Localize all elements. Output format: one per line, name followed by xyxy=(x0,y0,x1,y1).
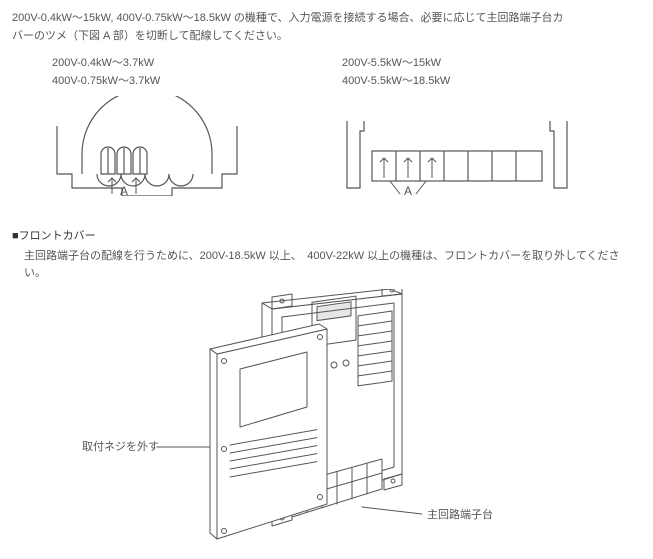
diagram-left-label2: 400V-0.75kW〜3.7kW xyxy=(52,73,242,91)
diagram-left-column: 200V-0.4kW〜3.7kW 400V-0.75kW〜3.7kW xyxy=(52,55,242,203)
diagram-right-letter: A xyxy=(404,184,412,196)
diagram-right-figure: A xyxy=(342,96,572,203)
front-cover-figure-wrap: 取付ネジを外す 主回路端子台 xyxy=(12,289,641,549)
annotation-terminal: 主回路端子台 xyxy=(427,507,493,525)
intro-text: 200V-0.4kW〜15kW, 400V-0.75kW〜18.5kW の機種で… xyxy=(12,10,641,45)
annotation-screw: 取付ネジを外す xyxy=(82,439,159,457)
annotation-terminal-text: 主回路端子台 xyxy=(427,509,493,521)
annotation-screw-text: 取付ネジを外す xyxy=(82,441,159,453)
diagram-right-column: 200V-5.5kW〜15kW 400V-5.5kW〜18.5kW xyxy=(342,55,572,203)
diagram-left-labels: 200V-0.4kW〜3.7kW 400V-0.75kW〜3.7kW xyxy=(52,55,242,90)
intro-line2: バーのツメ（下図 A 部）を切断して配線してください。 xyxy=(12,30,288,42)
front-cover-heading: ■フロントカバー xyxy=(12,228,641,246)
diagram-right-label2: 400V-5.5kW〜18.5kW xyxy=(342,73,572,91)
front-cover-body: 主回路端子台の配線を行うために、200V-18.5kW 以上、 400V-22k… xyxy=(24,248,641,283)
terminal-diagrams-row: 200V-0.4kW〜3.7kW 400V-0.75kW〜3.7kW xyxy=(52,55,641,203)
diagram-right-labels: 200V-5.5kW〜15kW 400V-5.5kW〜18.5kW xyxy=(342,55,572,90)
diagram-right-label1: 200V-5.5kW〜15kW xyxy=(342,55,572,73)
front-cover-section: ■フロントカバー 主回路端子台の配線を行うために、200V-18.5kW 以上、… xyxy=(12,228,641,549)
diagram-left-letter: A xyxy=(120,184,128,196)
diagram-left-figure: A xyxy=(52,96,242,203)
intro-line1: 200V-0.4kW〜15kW, 400V-0.75kW〜18.5kW の機種で… xyxy=(12,12,564,24)
diagram-left-label1: 200V-0.4kW〜3.7kW xyxy=(52,55,242,73)
